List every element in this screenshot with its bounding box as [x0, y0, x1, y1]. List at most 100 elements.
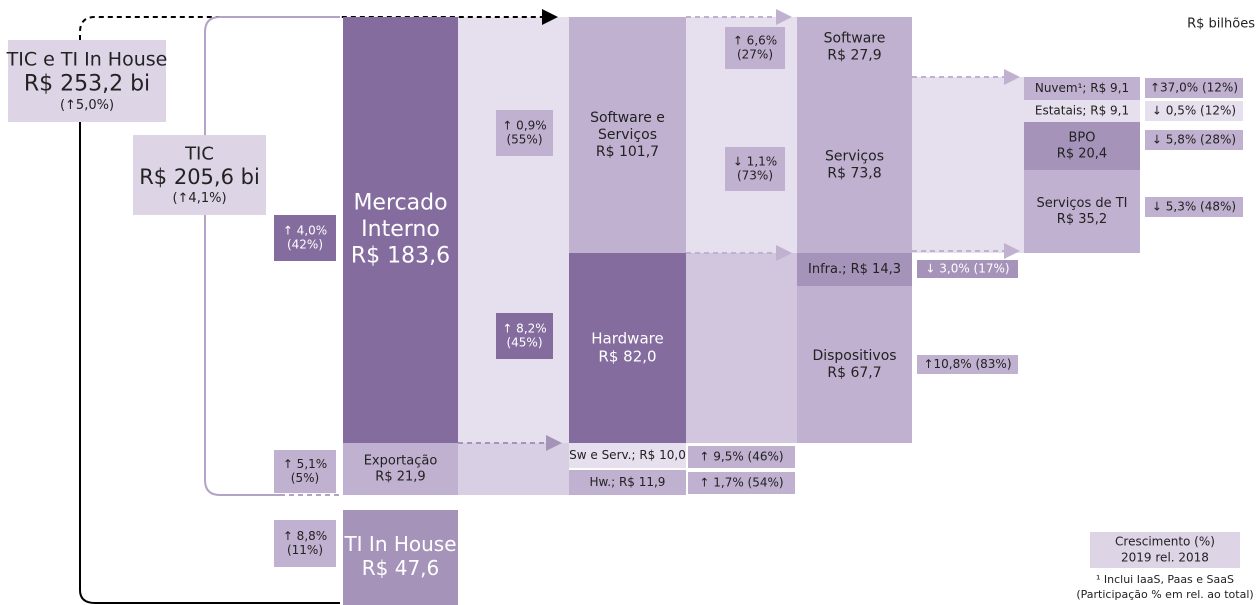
box-label: R$ 21,9: [375, 469, 425, 484]
box-label: Hardware: [591, 330, 663, 348]
badge-label: (55%): [506, 133, 542, 147]
badge-label: (27%): [737, 48, 773, 62]
box-label: Serviços de TI: [1036, 196, 1127, 211]
connector: [204, 16, 340, 496]
badge-label: ↑ 5,1%: [283, 457, 327, 471]
box: [569, 253, 686, 443]
badge-label: ↑ 6,6%: [733, 33, 777, 47]
box-label: R$ 183,6: [351, 243, 450, 268]
badge: [496, 110, 553, 156]
box: [797, 77, 912, 253]
badge-label: ↑ 4,0%: [283, 223, 327, 237]
badge: [274, 215, 336, 261]
box-label: Exportação: [364, 454, 438, 469]
box: [1024, 170, 1140, 253]
badge-label: (73%): [737, 169, 773, 183]
badge-label: (11%): [287, 543, 323, 557]
box-label: R$ 27,9: [827, 47, 881, 63]
box-label: Software: [824, 31, 886, 47]
legend-box: [1090, 532, 1240, 568]
box-label: TIC: [184, 144, 214, 165]
band: [458, 17, 569, 443]
box-label: R$ 67,7: [827, 365, 881, 381]
box-label: Serviços: [825, 149, 884, 165]
box: [133, 135, 266, 215]
box-label: Interno: [361, 217, 440, 242]
box-label: TIC e TI In House: [6, 49, 168, 71]
badge-label: ↓ 5,8% (28%): [1152, 133, 1236, 147]
box: [343, 510, 458, 605]
box-label: R$ 253,2 bi: [24, 72, 150, 97]
box-label: Software e: [590, 110, 665, 126]
band: [912, 77, 1024, 253]
box-label: (↑4,1%): [172, 191, 226, 206]
box-label: R$ 35,2: [1057, 212, 1107, 227]
legend-note: ¹ Inclui IaaS, Paas e SaaS: [1096, 573, 1234, 586]
box-label: R$ 101,7: [596, 144, 659, 160]
badge: [917, 260, 1018, 278]
band: [686, 253, 797, 443]
box-label: R$ 82,0: [598, 348, 656, 366]
badge: [688, 472, 795, 494]
legend-note: (Participação % em rel. ao total): [1076, 588, 1253, 601]
box: [569, 470, 686, 495]
box: [797, 17, 912, 77]
box-label: R$ 73,8: [827, 165, 881, 181]
box: [797, 286, 912, 443]
badge-label: ↓ 0,5% (12%): [1152, 104, 1236, 118]
legend-title: Crescimento (%): [1115, 535, 1215, 549]
box-label: Dispositivos: [812, 348, 896, 364]
badge-label: ↑37,0% (12%): [1150, 81, 1238, 95]
box-label: (↑5,0%): [60, 98, 114, 113]
box-label: R$ 47,6: [362, 556, 440, 580]
badge: [1145, 101, 1243, 121]
flow-bands: [458, 17, 1024, 495]
badge-label: (5%): [291, 471, 319, 485]
box-label: BPO: [1069, 131, 1096, 146]
badge-label: ↑10,8% (83%): [923, 357, 1011, 371]
box-label: Estatais; R$ 9,1: [1035, 104, 1129, 118]
box-label: TI In House: [343, 532, 456, 556]
box-label: R$ 205,6 bi: [139, 165, 260, 189]
badge: [274, 520, 336, 567]
unit-label: R$ bilhões: [1187, 17, 1255, 32]
badge: [1145, 130, 1243, 150]
box: [343, 17, 458, 443]
box: [343, 443, 458, 495]
badge-label: ↑ 1,7% (54%): [699, 476, 783, 490]
box-label: R$ 20,4: [1057, 146, 1107, 161]
box: [8, 40, 166, 122]
badge: [725, 27, 785, 69]
box: [1024, 100, 1140, 122]
badge-label: ↑ 8,8%: [283, 529, 327, 543]
badge-label: ↓ 5,3% (48%): [1152, 200, 1236, 214]
box: [797, 253, 912, 286]
box: [1024, 77, 1140, 100]
band: [458, 443, 569, 495]
badge: [1145, 197, 1243, 217]
badge: [274, 450, 336, 493]
badge: [917, 355, 1018, 374]
box-label: Sw e Serv.; R$ 10,0: [569, 448, 686, 462]
badge-label: ↓ 1,1%: [733, 154, 777, 168]
badge-label: ↓ 3,0% (17%): [925, 262, 1009, 276]
box: [1024, 122, 1140, 170]
badge-label: (45%): [506, 336, 542, 350]
badge-label: ↑ 8,2%: [502, 321, 546, 335]
connector: [79, 40, 340, 604]
legend-title: 2019 rel. 2018: [1121, 551, 1209, 565]
box-label: Mercado: [353, 191, 447, 216]
connector: [79, 9, 558, 40]
box-label: Serviços: [598, 127, 657, 143]
box: [569, 17, 686, 253]
box-label: Infra.; R$ 14,3: [808, 262, 901, 277]
box-label: Hw.; R$ 11,9: [590, 475, 666, 489]
badge-label: ↑ 9,5% (46%): [699, 450, 783, 464]
badge: [1145, 78, 1243, 98]
badge-label: ↑ 0,9%: [502, 118, 546, 132]
connectors: [79, 9, 1020, 604]
badge: [688, 446, 795, 468]
badge: [496, 313, 553, 359]
box-label: Nuvem¹; R$ 9,1: [1035, 81, 1129, 95]
